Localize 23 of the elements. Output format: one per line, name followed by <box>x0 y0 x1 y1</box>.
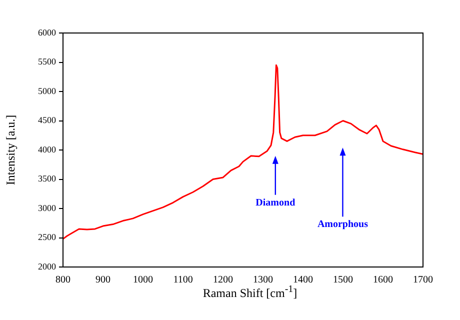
annotation: Diamond <box>256 197 296 208</box>
x-tick-label: 1100 <box>173 274 193 286</box>
y-tick-label: 3500 <box>38 174 56 184</box>
y-axis-title: Intensity [a.u.] <box>3 114 18 186</box>
y-tick-label: 3000 <box>38 202 56 213</box>
annotation: Amorphous <box>317 219 368 230</box>
x-tick-label: 1700 <box>413 274 433 286</box>
y-tick-label: 6000 <box>38 27 56 38</box>
x-tick-label: 1200 <box>213 274 233 286</box>
x-axis-title: Raman Shift [cm$^{-1}$] <box>202 284 298 301</box>
y-tick-label: 5500 <box>38 56 56 67</box>
x-tick-label: 1600 <box>373 274 393 286</box>
y-tick-label: 2500 <box>38 232 56 242</box>
y-tick-label: 4000 <box>38 144 56 154</box>
x-tick-label: 1400 <box>293 274 313 286</box>
x-tick-label: 1500 <box>333 274 353 286</box>
x-tick-label: 900 <box>96 274 110 286</box>
y-tick-label: 2000 <box>38 261 56 272</box>
x-tick-label: 1000 <box>133 274 153 286</box>
y-tick-label: 4500 <box>38 115 56 126</box>
x-tick-label: 1300 <box>253 274 273 286</box>
x-tick-label: 800 <box>56 274 70 286</box>
y-tick-label: 5000 <box>38 86 56 96</box>
